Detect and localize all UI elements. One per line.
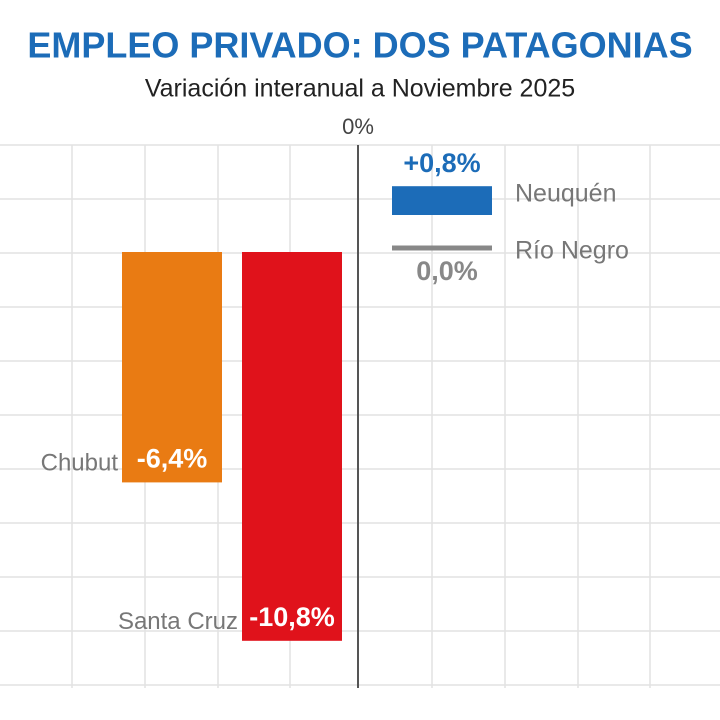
value-label: 0,0% <box>416 256 478 286</box>
value-label: +0,8% <box>403 148 480 178</box>
category-label: Santa Cruz <box>118 608 238 635</box>
category-label: Neuquén <box>515 180 616 208</box>
bar <box>242 252 342 641</box>
category-label: Chubut <box>41 450 119 477</box>
zero-label: 0% <box>342 114 374 139</box>
bar <box>392 186 492 215</box>
grid <box>0 144 720 688</box>
value-label: -10,8% <box>249 602 335 632</box>
category-label: Río Negro <box>515 237 629 265</box>
value-label: -6,4% <box>137 444 208 474</box>
chart-title: EMPLEO PRIVADO: DOS PATAGONIAS <box>27 25 692 66</box>
chart-subtitle: Variación interanual a Noviembre 2025 <box>145 75 575 103</box>
bar <box>122 252 222 483</box>
